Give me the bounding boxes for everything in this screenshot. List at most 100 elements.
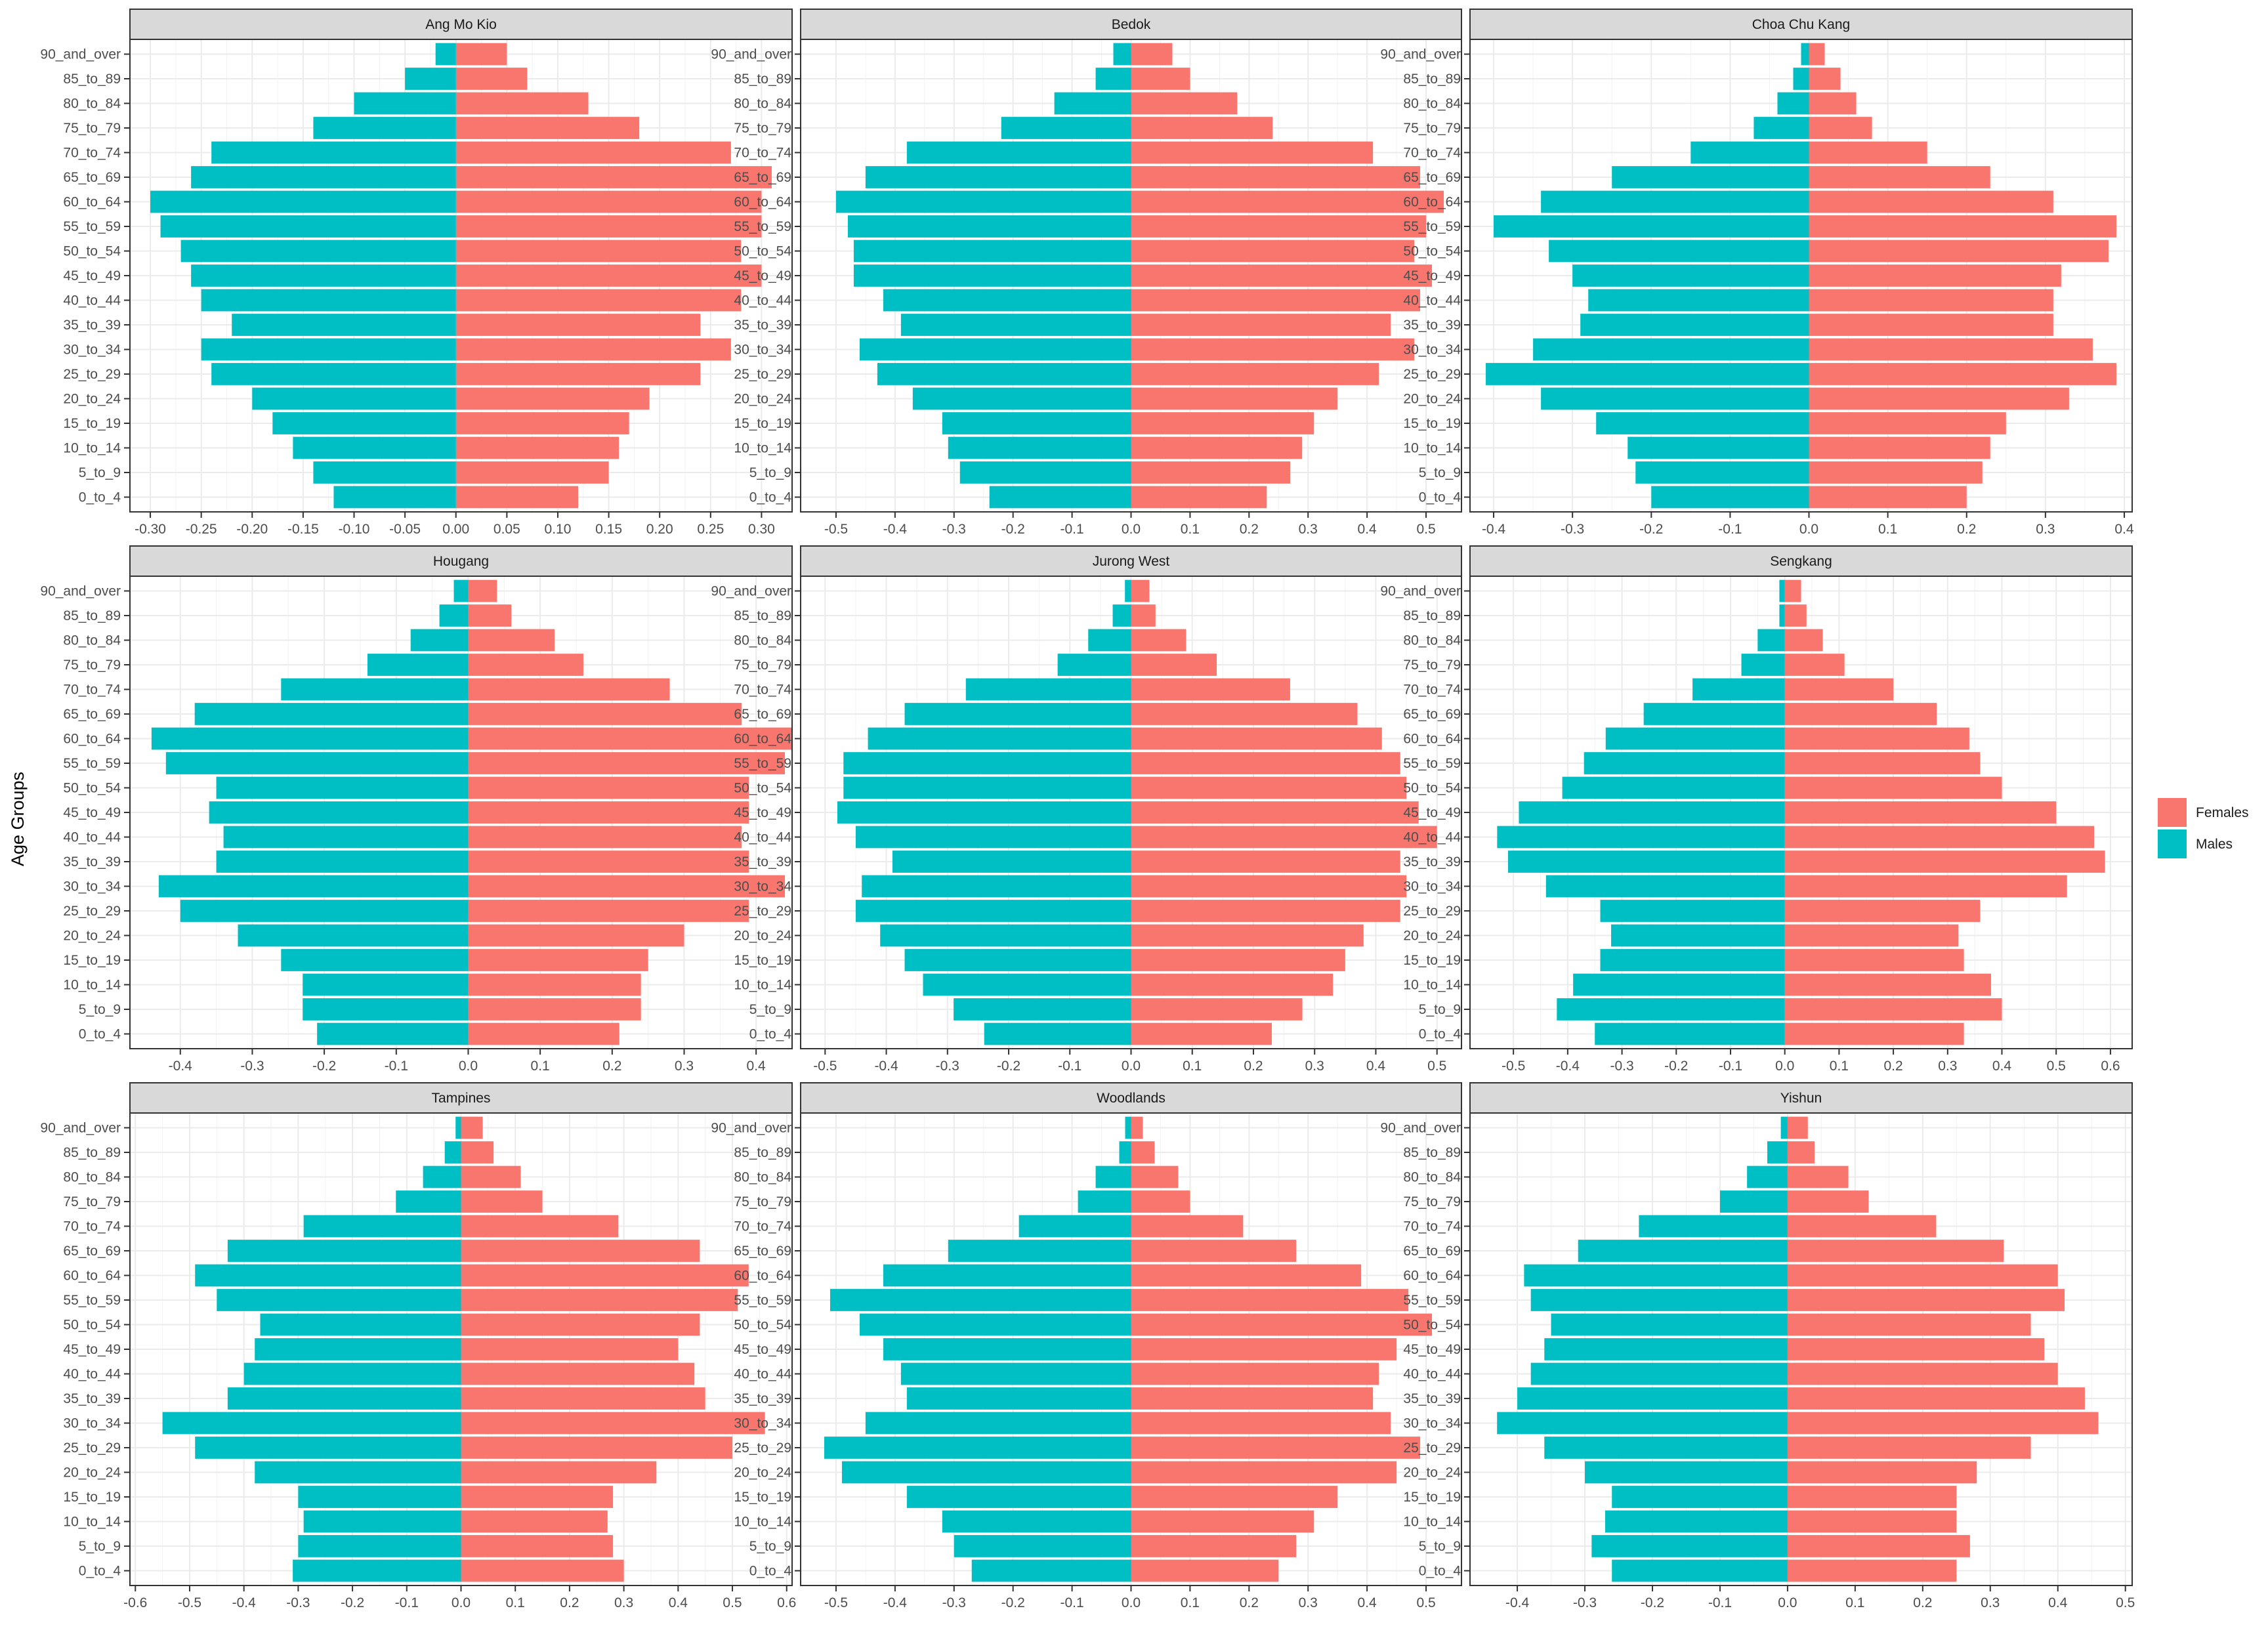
bar-males-35-to-39 xyxy=(232,314,456,336)
y-tick-label: 70_to_74 xyxy=(63,1219,121,1234)
bar-males-80-to-84 xyxy=(1088,629,1131,652)
bar-females-10-to-14 xyxy=(1784,973,1991,996)
bar-males-80-to-84 xyxy=(1777,92,1809,115)
x-tick-label: 0.5 xyxy=(1416,522,1435,537)
panel-title: Hougang xyxy=(433,554,489,569)
y-tick-label: 15_to_19 xyxy=(734,953,791,968)
x-tick-label: -0.5 xyxy=(824,1595,848,1610)
x-tick-label: 0.1 xyxy=(1181,522,1200,537)
bar-males-90-and-over xyxy=(1801,43,1809,66)
bar-males-40-to-44 xyxy=(1530,1362,1788,1385)
y-tick-label: 90_and_over xyxy=(40,47,121,62)
bar-females-85-to-89 xyxy=(1131,68,1190,90)
bar-males-15-to-19 xyxy=(281,949,469,971)
bar-males-30-to-34 xyxy=(1497,1412,1788,1435)
x-tick-label: -0.4 xyxy=(1482,522,1506,537)
y-tick-label: 55_to_59 xyxy=(1403,1293,1461,1308)
bar-males-40-to-44 xyxy=(201,289,456,312)
y-tick-label: 55_to_59 xyxy=(63,756,121,771)
bar-females-85-to-89 xyxy=(455,68,528,90)
y-tick-label: 80_to_84 xyxy=(63,633,121,648)
y-tick-label: 45_to_49 xyxy=(1403,805,1461,820)
y-tick-label: 55_to_59 xyxy=(1403,219,1461,234)
bar-females-45-to-49 xyxy=(1131,801,1419,824)
x-tick-label: -0.3 xyxy=(942,522,966,537)
x-tick-label: 0.4 xyxy=(2048,1595,2068,1610)
y-tick-label: 60_to_64 xyxy=(734,195,791,210)
bar-females-40-to-44 xyxy=(1131,289,1421,312)
bar-females-0-to-4 xyxy=(461,1559,624,1582)
bar-females-0-to-4 xyxy=(1809,486,1967,509)
y-tick-label: 50_to_54 xyxy=(63,244,121,259)
bar-males-0-to-4 xyxy=(293,1559,461,1582)
bar-males-45-to-49 xyxy=(1519,801,1785,824)
bar-females-15-to-19 xyxy=(1131,949,1345,971)
y-tick-label: 90_and_over xyxy=(1380,47,1461,62)
bar-males-60-to-64 xyxy=(1541,190,1809,213)
bar-females-15-to-19 xyxy=(461,1486,614,1508)
bar-males-60-to-64 xyxy=(868,727,1131,750)
y-tick-label: 50_to_54 xyxy=(734,244,791,259)
x-tick-label: -0.2 xyxy=(1001,1595,1025,1610)
bar-males-75-to-79 xyxy=(1719,1190,1788,1213)
x-tick-label: 0.5 xyxy=(1427,1059,1446,1074)
bar-males-15-to-19 xyxy=(298,1486,461,1508)
bar-females-45-to-49 xyxy=(461,1338,679,1360)
bar-females-85-to-89 xyxy=(1131,1141,1155,1164)
y-tick-label: 80_to_84 xyxy=(734,1170,791,1185)
bar-females-5-to-9 xyxy=(1131,1535,1297,1557)
bar-females-15-to-19 xyxy=(1131,1486,1338,1508)
y-tick-label: 60_to_64 xyxy=(1403,732,1461,747)
y-tick-label: 70_to_74 xyxy=(734,682,791,698)
y-tick-label: 75_to_79 xyxy=(734,121,791,136)
y-tick-label: 10_to_14 xyxy=(734,978,791,993)
x-tick-label: -0.3 xyxy=(936,1059,959,1074)
y-tick-label: 70_to_74 xyxy=(1403,146,1461,161)
x-tick-label: -0.2 xyxy=(1641,1595,1664,1610)
bar-females-55-to-59 xyxy=(1784,752,1981,774)
bar-males-5-to-9 xyxy=(1591,1535,1788,1557)
bar-males-0-to-4 xyxy=(317,1022,469,1045)
bar-males-20-to-24 xyxy=(1585,1461,1788,1484)
y-tick-label: 10_to_14 xyxy=(734,441,791,456)
x-tick-label: 0.2 xyxy=(560,1595,579,1610)
x-tick-label: 0.2 xyxy=(1913,1595,1932,1610)
x-tick-label: -0.2 xyxy=(312,1059,336,1074)
bar-males-55-to-59 xyxy=(1584,752,1785,774)
y-tick-label: 20_to_24 xyxy=(63,1465,121,1480)
legend-label-males: Males xyxy=(2196,837,2233,852)
y-tick-label: 25_to_29 xyxy=(734,904,791,919)
y-axis-title: Age Groups xyxy=(8,772,28,866)
y-tick-label: 35_to_39 xyxy=(63,1391,121,1406)
panel-title: Yishun xyxy=(1780,1091,1822,1106)
bar-females-0-to-4 xyxy=(1131,486,1267,509)
bar-males-15-to-19 xyxy=(906,1486,1131,1508)
bar-females-45-to-49 xyxy=(1131,264,1433,287)
y-tick-label: 10_to_14 xyxy=(1403,441,1461,456)
bar-males-35-to-39 xyxy=(1507,850,1785,873)
y-tick-label: 5_to_9 xyxy=(1419,1539,1461,1554)
bar-males-75-to-79 xyxy=(1057,654,1131,676)
bar-males-40-to-44 xyxy=(1588,289,1809,312)
bar-males-10-to-14 xyxy=(942,1510,1131,1533)
bar-females-55-to-59 xyxy=(1131,1289,1409,1311)
bar-males-20-to-24 xyxy=(238,924,469,947)
panel-strip xyxy=(129,9,793,40)
panel-ang-mo-kio: Ang Mo Kio 0_to_4 5_to_9 10_to_14 15_to_19 20… xyxy=(40,9,793,537)
bar-males-15-to-19 xyxy=(1596,412,1809,434)
bar-females-20-to-24 xyxy=(1131,924,1364,947)
bar-males-10-to-14 xyxy=(1628,436,1809,459)
y-tick-label: 90_and_over xyxy=(711,1121,791,1136)
y-tick-label: 60_to_64 xyxy=(734,732,791,747)
x-tick-label: -0.5 xyxy=(813,1059,837,1074)
bar-females-85-to-89 xyxy=(468,604,512,627)
bar-males-90-and-over xyxy=(453,579,469,602)
y-tick-label: 65_to_69 xyxy=(734,707,791,722)
y-tick-label: 0_to_4 xyxy=(749,1564,792,1579)
bar-males-65-to-69 xyxy=(1578,1240,1788,1262)
y-tick-label: 25_to_29 xyxy=(1403,904,1461,919)
bar-males-25-to-29 xyxy=(877,363,1131,385)
bar-males-0-to-4 xyxy=(333,486,456,509)
panel-title: Sengkang xyxy=(1770,554,1832,569)
x-tick-label: 0.3 xyxy=(614,1595,633,1610)
